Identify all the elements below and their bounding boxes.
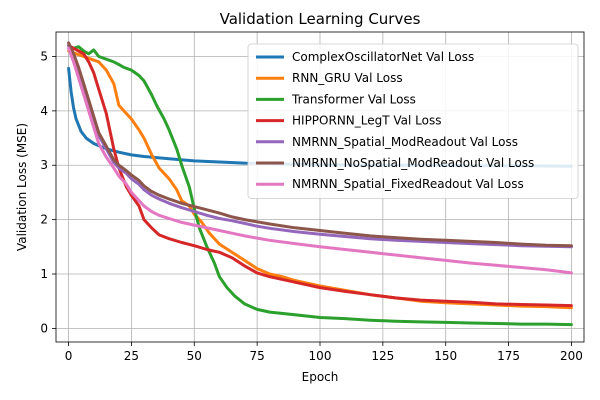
chart-title: Validation Learning Curves <box>220 10 421 28</box>
x-tick-label: 0 <box>65 349 73 363</box>
series-group <box>67 41 573 327</box>
legend-label: HIPPORNN_LegT Val Loss <box>292 114 442 128</box>
y-axis-label: Validation Loss (MSE) <box>15 123 29 251</box>
x-tick-label: 175 <box>497 349 520 363</box>
legend: ComplexOscillatorNet Val Loss RNN_GRU Val… <box>247 43 579 199</box>
axis-ticks: 0 25 50 75 100 125 150 175 200 0 1 2 3 4 5 <box>40 49 583 363</box>
series-line-3 <box>67 44 573 327</box>
legend-label: NMRNN_NoSpatial_ModReadout Val Loss <box>292 156 534 170</box>
x-axis-label: Epoch <box>302 370 339 384</box>
x-tick-label: 200 <box>560 349 583 363</box>
y-tick-label: 4 <box>40 104 48 118</box>
legend-label: ComplexOscillatorNet Val Loss <box>292 50 474 64</box>
legend-label: Transformer Val Loss <box>291 92 416 106</box>
x-tick-label: 125 <box>371 349 394 363</box>
y-tick-label: 2 <box>40 213 48 227</box>
y-tick-label: 5 <box>40 49 48 63</box>
legend-label: RNN_GRU Val Loss <box>292 71 403 85</box>
series-line-4 <box>67 44 573 308</box>
legend-label: NMRNN_Spatial_ModReadout Val Loss <box>292 135 518 149</box>
y-tick-label: 1 <box>40 267 48 281</box>
x-tick-label: 100 <box>309 349 332 363</box>
x-tick-label: 150 <box>434 349 457 363</box>
x-tick-label: 75 <box>250 349 265 363</box>
legend-label: NMRNN_Spatial_FixedReadout Val Loss <box>292 177 524 191</box>
legend-box <box>247 43 579 199</box>
series-line-6 <box>67 41 573 248</box>
y-tick-label: 0 <box>40 321 48 335</box>
x-tick-label: 50 <box>187 349 202 363</box>
series-line-7 <box>67 46 573 275</box>
y-tick-label: 3 <box>40 158 48 172</box>
x-tick-label: 25 <box>124 349 139 363</box>
